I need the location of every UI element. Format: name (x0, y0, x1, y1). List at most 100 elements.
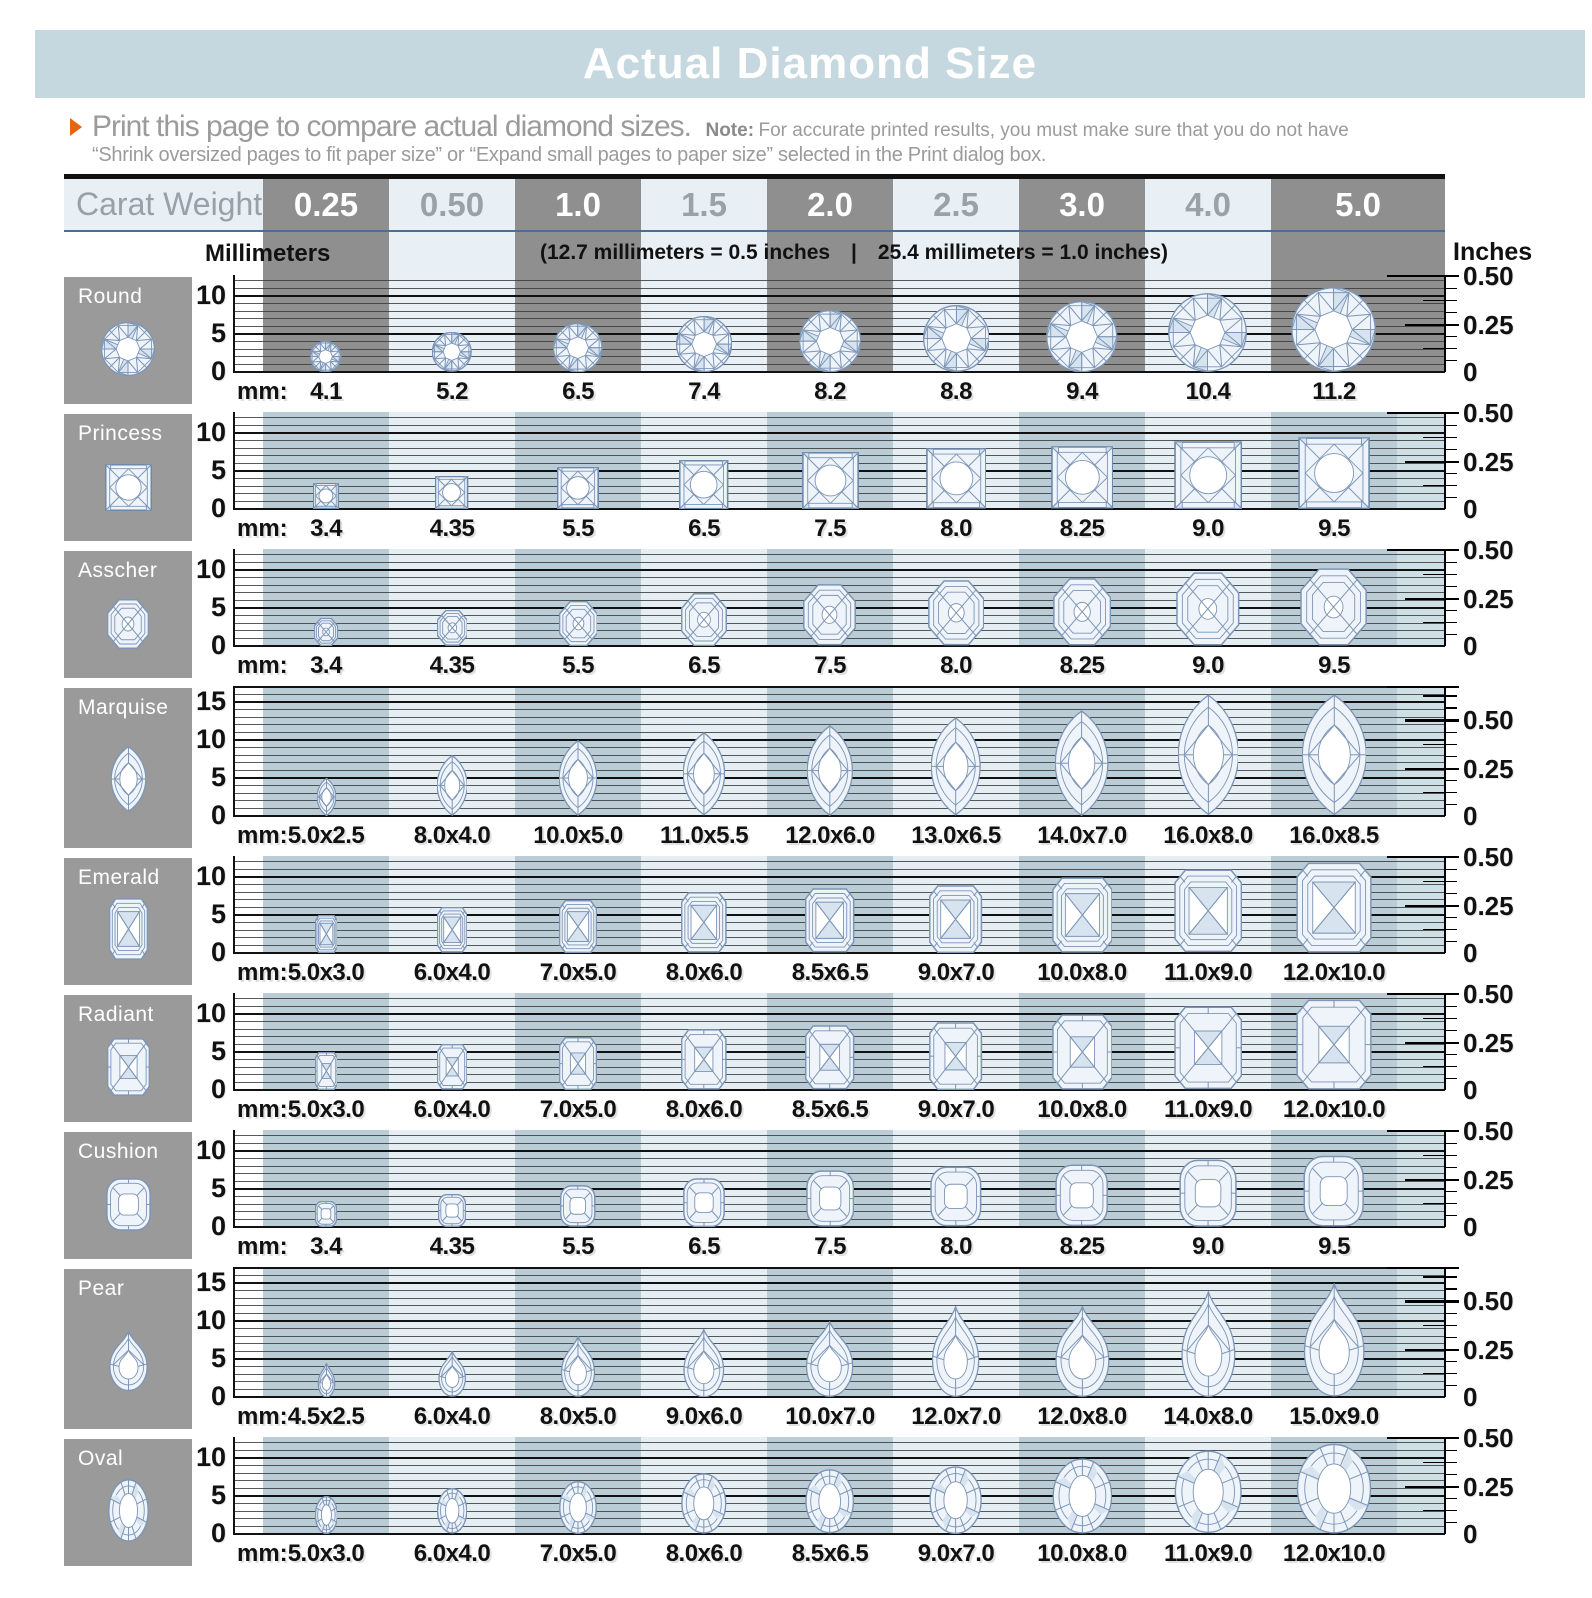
inch-label-zero: 0 (1463, 938, 1478, 968)
shape-row-oval: Oval 0.50 0.25 0 0 5 10 mm: 5.0x3.0 6.0x4.0 7.0x5.… (0, 1423, 1592, 1574)
pear-diamond-icon (317, 1363, 336, 1397)
inch-label-half: 0.50 (1463, 1423, 1514, 1454)
inch-ruler-line (1444, 275, 1447, 372)
mm-value: 5.0x2.5 (287, 822, 365, 849)
mm-value: 7.0x5.0 (539, 1540, 617, 1567)
mm-axis-label-10: 10 (195, 417, 226, 447)
inch-tick (1445, 731, 1457, 733)
mm-value: 11.0x5.5 (659, 822, 749, 849)
mm-axis-label-5: 5 (210, 1480, 226, 1510)
carat-header-top-border (64, 174, 1445, 179)
mm-gridline (233, 554, 1445, 556)
mm-value: 5.2 (436, 378, 468, 405)
pear-diamond-icon (1300, 1283, 1368, 1397)
inch-tick (1423, 1017, 1457, 1020)
shape-row-radiant: Radiant 0.50 0.25 0 0 5 10 mm: 5.0x3.0 6.0x4.0 7.0… (0, 979, 1592, 1130)
mm-axis-line (233, 412, 236, 509)
shape-row-round: Round 0.50 0.25 0 0 5 10 mm: 4.1 5.2 6.5 7.4 8.2 8.8 9… (0, 261, 1592, 412)
mm-gridline (233, 1305, 1445, 1307)
mm-axis-label-0: 0 (210, 937, 226, 967)
mm-axis-label-5: 5 (210, 1343, 226, 1373)
inch-tick (1445, 585, 1457, 588)
inch-label-half: 0.50 (1463, 398, 1514, 429)
inch-tick (1445, 803, 1457, 806)
mm-value: 9.4 (1066, 378, 1098, 405)
mm-gridline (233, 1089, 1445, 1092)
mm-axis-label-0: 0 (210, 630, 226, 660)
inch-label-zero: 0 (1463, 631, 1478, 661)
inch-label-quarter: 0.25 (1463, 446, 1514, 477)
inch-tick (1405, 1041, 1459, 1045)
inch-tick (1445, 1190, 1457, 1193)
asscher-diamond-icon (1300, 568, 1367, 646)
mm-gridline (233, 807, 1445, 809)
mm-gridline (233, 1312, 1445, 1314)
mm-gridline (233, 1457, 1445, 1460)
round-diamond-icon (923, 305, 990, 372)
oval-diamond-icon (315, 1496, 338, 1534)
round-diamond-icon (1291, 287, 1376, 372)
mm-value: 9.0 (1192, 1233, 1224, 1260)
inch-label-zero: 0 (1463, 1075, 1478, 1105)
mm-gridline (233, 1465, 1445, 1467)
marquise-diamond-icon (807, 725, 853, 816)
inch-tick (1423, 1324, 1457, 1327)
mm-value: 8.0x6.0 (665, 1096, 743, 1123)
mm-value: 5.5 (562, 1233, 594, 1260)
mm-value: 8.0x6.0 (665, 1540, 743, 1567)
mm-gridline (233, 1290, 1445, 1292)
scale-band-stripe (767, 232, 893, 275)
intro-line: Print this page to compare actual diamon… (92, 110, 1552, 144)
mm-value: 10.0x5.0 (533, 822, 623, 849)
pear-diamond-icon (803, 1321, 856, 1397)
inch-tick (1445, 755, 1457, 758)
inch-tick (1445, 1473, 1457, 1476)
mm-gridline (233, 716, 1445, 718)
inch-ruler-line (1444, 549, 1447, 646)
inch-ruler-bracket (1387, 686, 1459, 689)
inch-label-half: 0.50 (1463, 261, 1514, 292)
round-diamond-icon (553, 323, 602, 372)
emerald-diamond-icon (109, 898, 148, 960)
inch-ruler-line (1444, 993, 1447, 1090)
mm-value: 6.0x4.0 (413, 1096, 491, 1123)
round-diamond-icon (101, 322, 155, 376)
inch-tick (1445, 1053, 1457, 1056)
round-diamond-icon (432, 332, 472, 372)
mm-value: 8.0x6.0 (665, 959, 743, 986)
carat-weight-2.0: 2.0 (767, 179, 893, 230)
emerald-diamond-icon (681, 892, 727, 953)
mm-axis-line (233, 275, 236, 372)
emerald-diamond-icon (929, 885, 982, 953)
pear-diamond-icon (107, 1331, 150, 1391)
mm-gridline (233, 1320, 1445, 1323)
mm-value: 6.5 (562, 378, 594, 405)
mm-gridline (233, 1158, 1445, 1160)
inch-tick (1405, 719, 1459, 722)
shape-label-box-princess: Princess (64, 414, 192, 541)
mm-axis-label-0: 0 (210, 800, 226, 830)
mm-axis-label-15: 15 (195, 686, 226, 716)
oval-diamond-icon (929, 1466, 982, 1534)
asscher-diamond-icon (1053, 578, 1111, 646)
mm-value: 16.0x8.0 (1163, 822, 1253, 849)
mm-gridline (233, 1266, 1445, 1270)
mm-value: 6.0x4.0 (413, 1403, 491, 1430)
mm-axis-line (233, 856, 236, 953)
emerald-diamond-icon (1174, 869, 1242, 953)
mm-gridline (233, 417, 1445, 419)
mm-gridline (233, 876, 1445, 879)
mm-value: 4.35 (429, 515, 475, 542)
column-stripe-trailing (1397, 993, 1445, 1090)
mm-gridline (233, 1282, 1445, 1285)
emerald-diamond-icon (559, 900, 597, 953)
mm-value: 9.5 (1318, 515, 1350, 542)
mm-value: 9.0x7.0 (917, 1096, 995, 1123)
mm-gridline (233, 998, 1445, 1000)
carat-weight-label-cell: Carat Weight: (64, 179, 275, 230)
emerald-diamond-icon (1296, 862, 1372, 953)
oval-diamond-icon (108, 1479, 149, 1542)
inch-label-half: 0.50 (1463, 979, 1514, 1010)
mm-value: 8.2 (814, 378, 846, 405)
carat-weight-5.0: 5.0 (1271, 179, 1445, 230)
